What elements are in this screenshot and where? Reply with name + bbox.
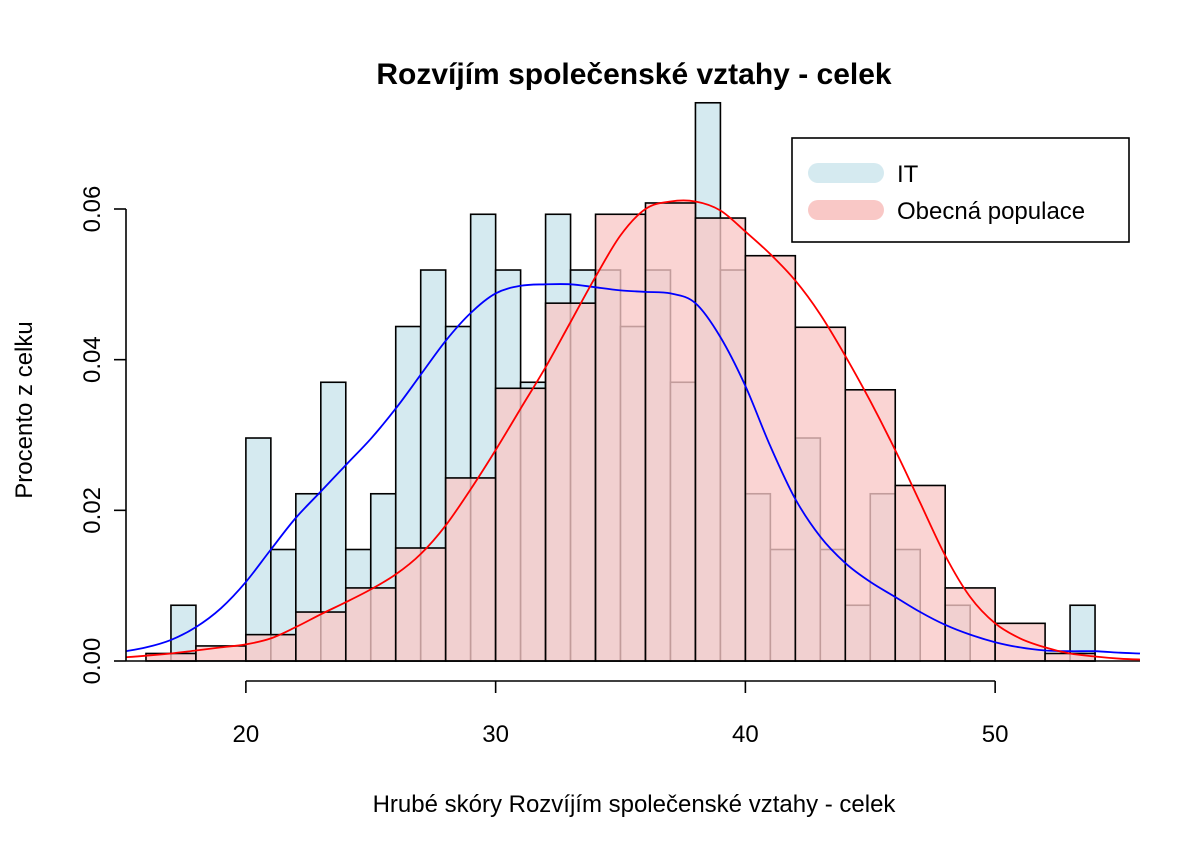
y-tick-label-0: 0.00 [79, 638, 106, 685]
x-tick-label-30: 30 [482, 721, 509, 748]
legend-box [791, 137, 1130, 243]
population-bar-11 [694, 217, 747, 662]
x-axis-label: Hrubé skóry Rozvíjím společenské vztahy … [373, 791, 897, 818]
population-bar-5 [394, 547, 447, 662]
y-axis: 0.00 0.02 0.04 0.06 [79, 186, 127, 685]
population-bar-13 [794, 326, 847, 662]
legend-label-1: Obecná populace [897, 198, 1085, 225]
it-bar-29 [1069, 604, 1096, 662]
population-bar-8 [544, 302, 597, 662]
population-bar-4 [344, 587, 397, 662]
population-bar-14 [844, 388, 897, 662]
legend-label-0: IT [897, 161, 919, 188]
x-tick-label-50: 50 [982, 721, 1009, 748]
y-axis-label: Procento z celku [11, 321, 38, 498]
x-axis: 20 30 40 50 [233, 680, 1009, 748]
population-bar-6 [444, 477, 497, 662]
y-tick-label-2: 0.04 [79, 336, 106, 383]
population-density-line [125, 199, 1141, 661]
y-tick-label-3: 0.06 [79, 186, 106, 233]
x-tick-label-40: 40 [732, 721, 759, 748]
x-tick-label-20: 20 [233, 721, 260, 748]
population-bar-9 [594, 213, 647, 662]
it-bar-1 [245, 437, 272, 662]
population-bar-3 [295, 611, 347, 662]
population-bar-15 [894, 484, 946, 662]
population-bar-12 [744, 254, 797, 662]
population-bar-18 [1044, 652, 1096, 662]
population-bar-7 [494, 387, 547, 662]
population-bar-16 [944, 587, 996, 662]
it-density-line [125, 283, 1141, 655]
population-bars [126, 202, 1140, 662]
legend: IT Obecná populace [791, 137, 1130, 243]
density-curves [125, 199, 1141, 661]
y-tick-label-1: 0.02 [79, 487, 106, 534]
chart-title: Rozvíjím společenské vztahy - celek [376, 58, 892, 91]
population-bar-2 [245, 633, 297, 662]
population-bar-10 [644, 202, 697, 662]
